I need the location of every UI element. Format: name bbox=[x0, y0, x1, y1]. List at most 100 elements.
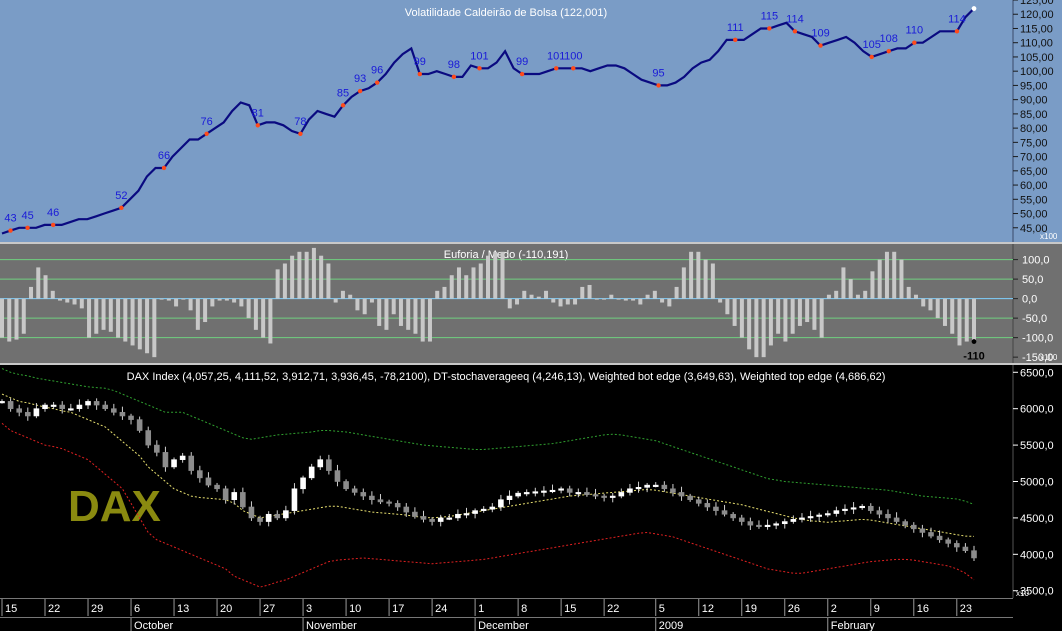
euforia-bar bbox=[972, 298, 976, 342]
volatility-value-label: 66 bbox=[158, 150, 170, 162]
dax-candle bbox=[523, 492, 530, 495]
euforia-bar bbox=[79, 298, 84, 309]
x-axis-tick-label: 15 bbox=[564, 603, 576, 615]
dax-candle bbox=[592, 494, 599, 497]
euforia-bar bbox=[130, 298, 135, 346]
euforia-panel bbox=[0, 244, 1013, 363]
euforia-bar bbox=[674, 286, 679, 299]
volatility-marker bbox=[656, 83, 661, 88]
euforia-title: Euforia / Medo (-110,191) bbox=[444, 249, 569, 261]
euforia-bar bbox=[435, 290, 440, 299]
euforia-bar bbox=[159, 298, 164, 300]
dax-candle bbox=[326, 459, 332, 471]
volatility-y-tick-label: 80,00 bbox=[1020, 123, 1048, 135]
volatility-last-value: 122 bbox=[965, 0, 983, 1]
x-axis-tick-label: 22 bbox=[48, 603, 60, 615]
dax-candle bbox=[179, 455, 186, 460]
dax-scale-note: x10 bbox=[1016, 589, 1029, 598]
x-axis-month-label: February bbox=[831, 620, 876, 631]
volatility-y-tick-label: 65,00 bbox=[1020, 166, 1048, 178]
volatility-marker bbox=[298, 131, 303, 137]
dax-candle bbox=[171, 459, 177, 468]
euforia-bar bbox=[638, 298, 643, 305]
euforia-bar bbox=[892, 251, 897, 299]
dax-candle bbox=[730, 513, 736, 519]
dax-candle bbox=[575, 492, 582, 495]
euforia-bar bbox=[406, 298, 411, 330]
dax-y-tick-label: 6500,0 bbox=[1020, 367, 1054, 379]
dax-candle bbox=[446, 517, 453, 520]
volatility-marker bbox=[767, 26, 772, 31]
dax-candle bbox=[50, 404, 57, 407]
euforia-bar bbox=[696, 251, 701, 299]
dax-candle bbox=[102, 404, 109, 409]
dax-candle bbox=[420, 516, 427, 520]
dax-candle bbox=[876, 510, 883, 515]
volatility-value-label: 110 bbox=[906, 25, 924, 37]
euforia-bar bbox=[253, 298, 258, 330]
volatility-axis-area bbox=[1013, 0, 1062, 242]
euforia-bar bbox=[304, 251, 309, 299]
euforia-y-tick-label: 100,0 bbox=[1022, 255, 1050, 267]
euforia-bar bbox=[166, 298, 171, 301]
dax-candle bbox=[936, 535, 943, 541]
euforia-bar bbox=[36, 267, 41, 299]
volatility-marker bbox=[519, 71, 525, 77]
dax-candle bbox=[0, 401, 5, 404]
dax-candle bbox=[248, 506, 255, 519]
euforia-bar bbox=[442, 286, 447, 299]
euforia-bar bbox=[261, 298, 266, 338]
euforia-bar bbox=[573, 298, 578, 305]
dax-candle bbox=[403, 506, 410, 513]
euforia-bar bbox=[43, 275, 48, 299]
euforia-bar bbox=[297, 251, 302, 299]
euforia-bar bbox=[594, 298, 599, 300]
euforia-bar bbox=[522, 290, 527, 299]
euforia-bar bbox=[420, 298, 425, 342]
dax-candle bbox=[893, 517, 900, 522]
dax-candle bbox=[549, 489, 556, 493]
euforia-bar bbox=[667, 298, 672, 307]
euforia-y-tick-label: 50,0 bbox=[1022, 274, 1043, 286]
dax-candle bbox=[145, 430, 152, 446]
volatility-title: Volatilidade Caldeirão de Bolsa (122,001… bbox=[405, 7, 607, 19]
euforia-bar bbox=[928, 298, 933, 311]
dax-candle bbox=[472, 510, 478, 514]
dax-candle bbox=[532, 491, 539, 494]
x-axis-tick-label: 27 bbox=[263, 603, 275, 615]
dax-title: DAX Index (4,057,25, 4,111,52, 3,912,71,… bbox=[127, 371, 886, 383]
volatility-marker bbox=[50, 222, 56, 228]
x-axis-tick-label: 1 bbox=[478, 603, 484, 615]
euforia-bar bbox=[500, 251, 505, 299]
dax-candle bbox=[274, 513, 281, 519]
euforia-bar bbox=[529, 294, 534, 299]
dax-candle bbox=[429, 519, 435, 522]
dax-candle bbox=[437, 517, 444, 522]
x-axis-tick-label: 26 bbox=[788, 603, 800, 615]
euforia-bar bbox=[145, 298, 150, 354]
x-axis-month-label: 2009 bbox=[659, 620, 683, 631]
volatility-value-label: 52 bbox=[115, 190, 127, 202]
dax-candle bbox=[334, 470, 341, 482]
euforia-bar bbox=[761, 298, 766, 358]
euforia-bar bbox=[282, 263, 287, 299]
volatility-y-tick-label: 70,00 bbox=[1020, 152, 1048, 164]
euforia-bar bbox=[174, 298, 179, 307]
dax-candle bbox=[747, 521, 754, 526]
euforia-bar bbox=[319, 255, 324, 299]
x-axis-month-label: October bbox=[134, 620, 173, 631]
dax-candle bbox=[351, 488, 358, 493]
volatility-marker bbox=[8, 228, 13, 233]
euforia-bar bbox=[935, 298, 940, 319]
euforia-bar bbox=[275, 269, 280, 299]
euforia-bar bbox=[681, 267, 686, 299]
euforia-scale-note: x100 bbox=[1040, 353, 1058, 362]
x-axis-tick-label: 5 bbox=[659, 603, 665, 615]
volatility-y-tick-label: 125,00 bbox=[1020, 0, 1054, 7]
x-axis-tick-label: 6 bbox=[134, 603, 140, 615]
euforia-bar bbox=[232, 298, 237, 303]
dax-candle bbox=[265, 513, 272, 522]
x-axis-tick-label: 24 bbox=[435, 603, 447, 615]
euforia-bar bbox=[471, 267, 476, 299]
